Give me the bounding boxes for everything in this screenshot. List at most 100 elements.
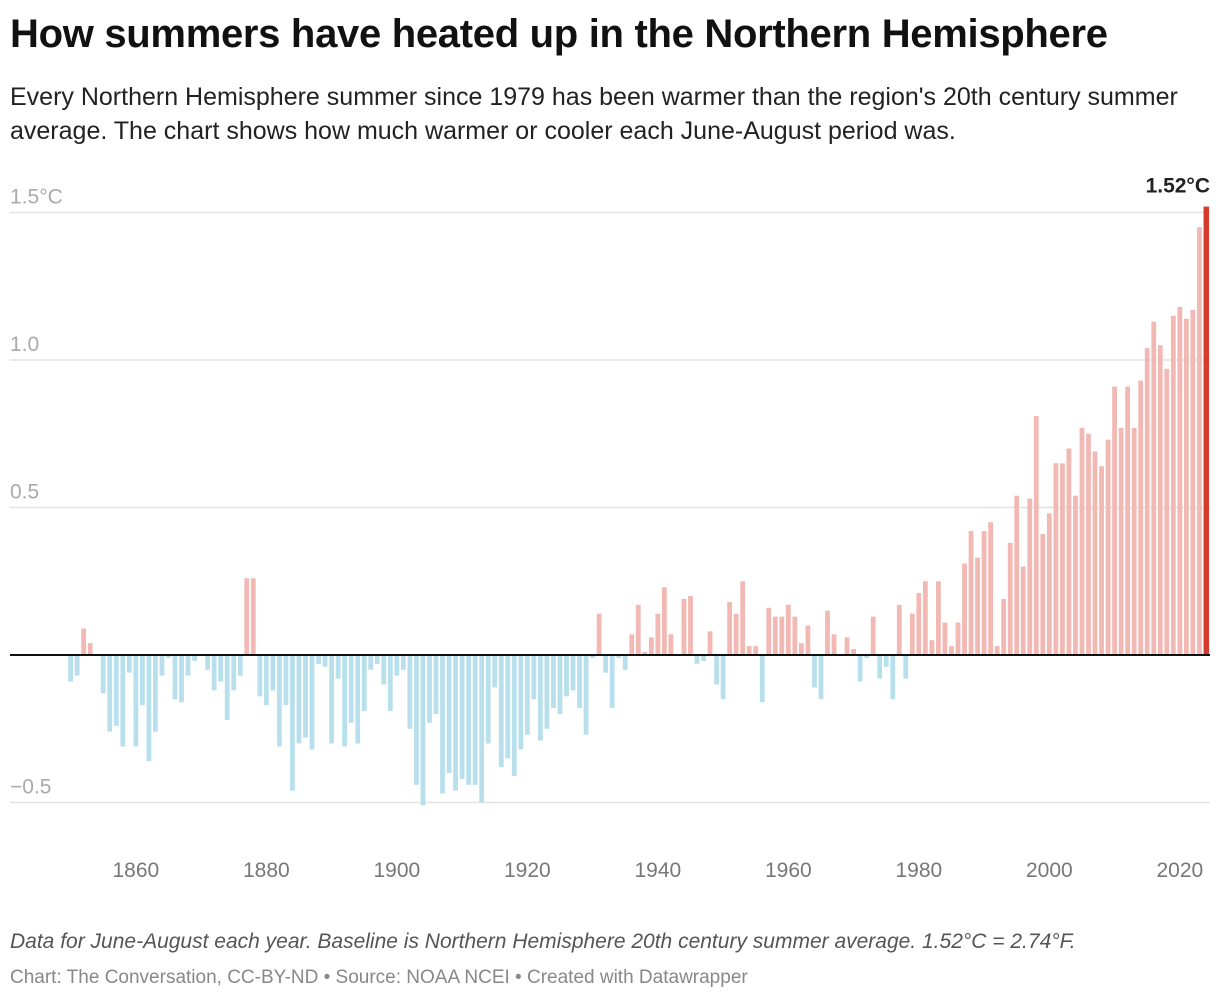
bar-1906 <box>433 655 439 714</box>
bar-1978 <box>903 655 909 679</box>
x-tick-label: 1960 <box>765 859 812 882</box>
bar-1979 <box>909 613 915 655</box>
bar-1899 <box>387 655 393 712</box>
bar-1861 <box>139 655 145 706</box>
bar-1911 <box>466 655 472 785</box>
bar-1924 <box>551 655 556 709</box>
bar-2002 <box>1060 463 1065 655</box>
bar-1983 <box>936 581 941 655</box>
bar-1930 <box>590 655 595 658</box>
bar-1880 <box>263 655 269 706</box>
bar-1991 <box>988 522 994 655</box>
bar-1902 <box>407 655 413 729</box>
bar-1945 <box>688 596 693 655</box>
x-tick-label: 1920 <box>504 859 551 882</box>
bar-1874 <box>224 655 230 720</box>
bar-2022 <box>1190 309 1196 655</box>
bar-1984 <box>942 622 948 655</box>
chart-subtitle: Every Northern Hemisphere summer since 1… <box>10 83 1178 145</box>
bar-1865 <box>166 655 171 658</box>
y-tick-label: −0.5 <box>10 776 51 799</box>
bar-1981 <box>922 581 928 655</box>
bar-1918 <box>511 655 517 776</box>
bar-1864 <box>159 655 165 676</box>
bar-1886 <box>303 655 308 738</box>
y-tick-label: 1.5°C <box>10 186 63 209</box>
bar-1949 <box>714 655 719 685</box>
bar-1894 <box>355 655 361 744</box>
bar-1903 <box>414 655 419 785</box>
bar-1942 <box>668 634 674 655</box>
bar-1952 <box>733 613 739 655</box>
bars <box>10 206 1210 806</box>
bar-1973 <box>870 616 876 655</box>
bar-1993 <box>1001 598 1007 655</box>
bar-1992 <box>994 646 1000 655</box>
y-axis-labels: 1.5°C 1.0 0.5 −0.5 <box>10 186 63 799</box>
bar-1971 <box>857 655 863 682</box>
bar-1891 <box>335 655 341 679</box>
bar-1882 <box>277 655 282 747</box>
bar-1994 <box>1007 542 1013 655</box>
bar-1883 <box>283 655 289 706</box>
bar-1853 <box>87 643 93 655</box>
bar-1892 <box>342 655 348 747</box>
bar-1872 <box>211 655 217 691</box>
bar-1875 <box>231 655 237 691</box>
bar-2015 <box>1144 348 1150 655</box>
bar-1961 <box>792 616 798 655</box>
bar-1868 <box>185 655 191 676</box>
bar-1925 <box>557 655 563 714</box>
bar-1910 <box>459 655 465 779</box>
bar-1950 <box>720 655 726 700</box>
bar-2007 <box>1092 451 1098 655</box>
bar-1887 <box>309 655 315 750</box>
bar-1917 <box>505 655 511 759</box>
bar-1859 <box>126 655 132 673</box>
bar-1934 <box>616 655 622 658</box>
bar-2006 <box>1086 433 1091 655</box>
bar-2000 <box>1046 513 1052 655</box>
bar-1958 <box>772 616 778 655</box>
bar-1970 <box>851 649 856 655</box>
bar-1944 <box>681 598 687 655</box>
bar-1913 <box>479 655 485 803</box>
bar-1860 <box>133 655 139 747</box>
bar-1922 <box>538 655 543 741</box>
bar-1877 <box>244 578 250 655</box>
x-tick-label: 1880 <box>243 859 290 882</box>
bar-1931 <box>596 613 602 655</box>
bar-1920 <box>524 655 530 735</box>
bar-1869 <box>192 655 197 661</box>
bar-1962 <box>799 643 804 655</box>
bar-1964 <box>812 655 817 688</box>
bar-1867 <box>179 655 184 703</box>
bar-1876 <box>237 655 243 676</box>
bar-2013 <box>1131 427 1137 655</box>
x-tick-label: 1940 <box>634 859 681 882</box>
bar-1957 <box>766 607 772 655</box>
x-tick-label: 1860 <box>112 859 159 882</box>
bar-1907 <box>440 655 445 794</box>
annotations: 1.52°C <box>1146 175 1210 198</box>
bar-1893 <box>348 655 354 723</box>
bar-2005 <box>1079 427 1085 655</box>
bar-1888 <box>316 655 321 664</box>
bar-1933 <box>609 655 615 709</box>
bar-1921 <box>531 655 537 700</box>
bar-2014 <box>1138 380 1144 655</box>
x-axis-labels: 1860 1880 1900 1920 1940 1960 1980 2000 2020 <box>112 859 1203 882</box>
bar-1969 <box>844 637 850 655</box>
y-tick-label: 1.0 <box>10 333 39 356</box>
bar-1926 <box>564 655 569 697</box>
bar-2001 <box>1053 463 1059 655</box>
bar-1954 <box>746 646 752 655</box>
bar-1980 <box>916 593 922 655</box>
bar-1935 <box>622 655 628 670</box>
bar-1879 <box>257 655 263 697</box>
bar-1951 <box>727 601 733 655</box>
bar-2021 <box>1183 318 1189 655</box>
bar-1852 <box>81 628 87 655</box>
bar-1946 <box>694 655 700 664</box>
